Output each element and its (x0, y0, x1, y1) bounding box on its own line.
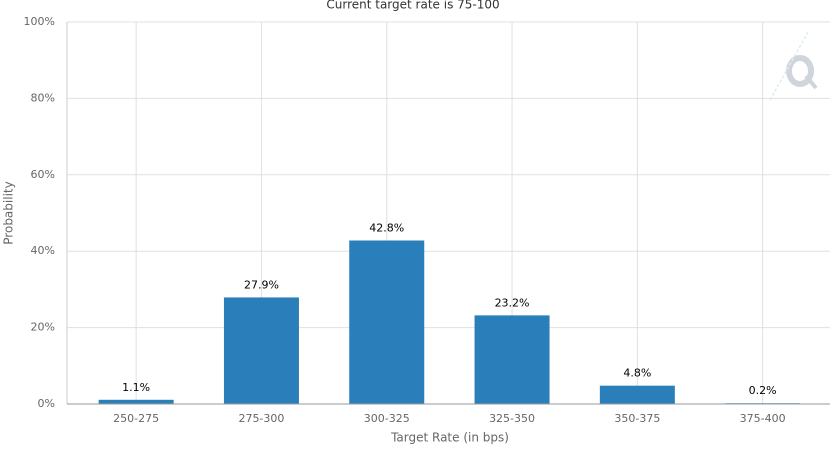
y-tick-label: 0% (38, 397, 55, 410)
x-tick-label: 350-375 (614, 412, 660, 425)
y-tick-label: 40% (31, 244, 55, 257)
bar (223, 297, 299, 404)
data-label: 27.9% (244, 278, 279, 291)
y-tick-label: 60% (31, 168, 55, 181)
data-label: 42.8% (369, 222, 404, 235)
x-tick-label: 325-350 (489, 412, 535, 425)
data-label: 23.2% (495, 296, 530, 309)
data-label: 4.8% (623, 367, 651, 380)
y-tick-label: 80% (31, 91, 55, 104)
x-tick-label: 300-325 (364, 412, 410, 425)
data-label: 1.1% (122, 381, 150, 394)
bar (98, 399, 174, 404)
x-tick-label: 275-300 (238, 412, 284, 425)
y-tick-label: 20% (31, 321, 55, 334)
x-tick-label: 375-400 (740, 412, 786, 425)
x-tick-label: 250-275 (113, 412, 159, 425)
y-tick-label: 100% (24, 15, 55, 28)
bar (349, 240, 425, 404)
x-axis-label: Target Rate (in bps) (390, 431, 509, 445)
bar (474, 315, 550, 404)
bar (599, 385, 675, 404)
watermark-logo (769, 31, 818, 101)
data-label: 0.2% (749, 384, 777, 397)
chart-title: Current target rate is 75-100 (326, 0, 499, 12)
y-axis-label: Probability (2, 181, 16, 244)
